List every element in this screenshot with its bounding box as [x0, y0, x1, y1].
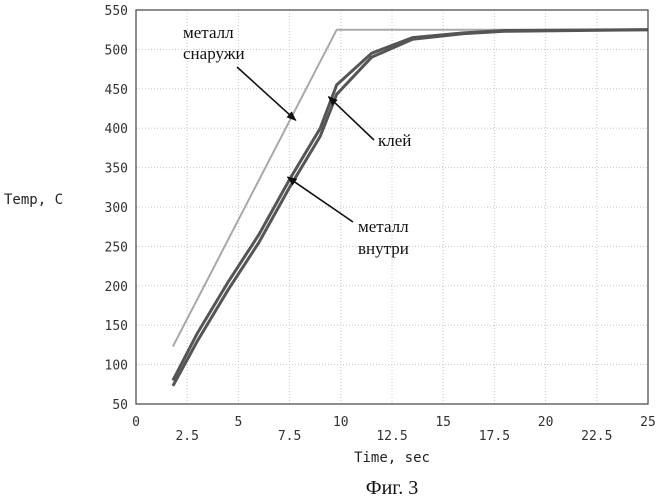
x-tick-label: 10	[333, 415, 349, 430]
y-tick-label: 500	[105, 43, 128, 58]
x-tick-label: 20	[538, 415, 554, 430]
x-tick-label: 15	[435, 415, 451, 430]
annotation-arrow-metal-outside	[236, 66, 297, 121]
annotation-arrow-metal-inside	[286, 176, 354, 223]
x-tick-label: 7.5	[278, 429, 301, 444]
annotation-label-metal-inside: металл	[358, 217, 409, 236]
annotation-label-glue: клей	[378, 131, 411, 150]
figure-caption: Фиг. 3	[366, 477, 418, 499]
y-tick-label: 200	[105, 280, 128, 295]
annotation-label-metal-outside: снаружи	[183, 44, 245, 63]
plot-frame	[135, 9, 649, 405]
grid	[135, 9, 649, 405]
y-tick-label: 550	[105, 4, 128, 19]
y-tick-label: 250	[105, 240, 128, 255]
annotation-label-metal-outside: металл	[183, 23, 234, 42]
y-axis-label: Temp, C	[4, 192, 63, 208]
x-tick-labels: 0 5 10 15 20 25 2.5 7.5 12.5 17.5 22.5	[132, 415, 656, 444]
x-tick-label: 2.5	[175, 429, 198, 444]
y-tick-label: 100	[105, 359, 128, 374]
y-tick-label: 350	[105, 162, 128, 177]
x-tick-label: 17.5	[479, 429, 510, 444]
y-tick-label: 400	[105, 122, 128, 137]
x-tick-label: 5	[234, 415, 242, 430]
x-tick-label: 25	[640, 415, 656, 430]
annotation-arrow-glue	[327, 95, 375, 141]
y-tick-label: 50	[112, 398, 128, 413]
x-tick-label: 22.5	[581, 429, 612, 444]
y-tick-label: 300	[105, 201, 128, 216]
y-tick-labels: 50 100 150 200 250 300 350 400 450 500 550	[105, 4, 128, 413]
y-tick-label: 150	[105, 319, 128, 334]
annotation-label-metal-inside: внутри	[358, 239, 409, 258]
x-tick-label: 12.5	[376, 429, 407, 444]
series-line-1	[172, 28, 648, 347]
y-tick-label: 450	[105, 83, 128, 98]
x-axis-label: Time, sec	[354, 450, 430, 466]
series-layer	[171, 28, 649, 387]
series-line-3	[171, 28, 649, 387]
annotations: металл снаружи клей металл внутри	[183, 23, 411, 258]
series-line-2	[171, 28, 649, 382]
x-tick-label: 0	[132, 415, 140, 430]
